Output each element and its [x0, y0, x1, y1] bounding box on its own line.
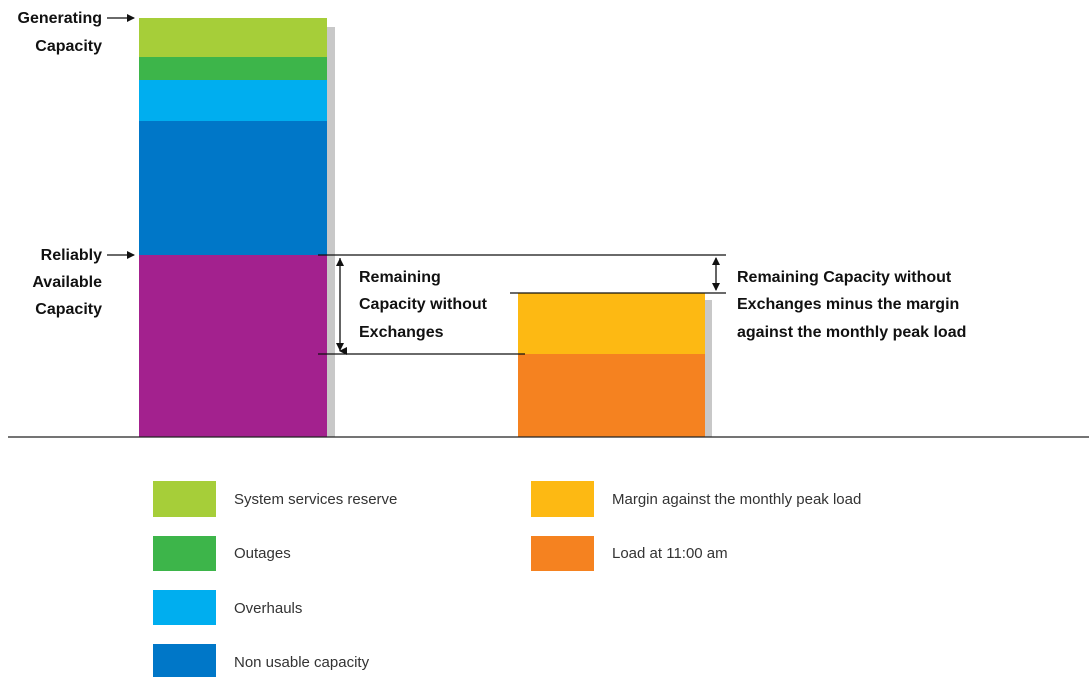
- segment-load: [518, 354, 705, 437]
- legend-item-margin: Margin against the monthly peak load: [531, 481, 861, 517]
- legend-label-outages: Outages: [234, 545, 291, 562]
- legend-swatch-overhauls: [153, 590, 216, 625]
- legend-item-load: Load at 11:00 am: [531, 536, 728, 571]
- segment-reliably-available-capacity: [139, 255, 327, 437]
- reliably-available-capacity-label: Reliably Available Capacity: [32, 247, 135, 318]
- legend-item-overhauls: Overhauls: [153, 590, 302, 625]
- legend-label-margin: Margin against the monthly peak load: [612, 491, 861, 508]
- legend-swatch-margin: [531, 481, 594, 517]
- segment-non-usable-capacity: [139, 121, 327, 255]
- segment-margin: [518, 293, 705, 354]
- legend-label-system-services-reserve: System services reserve: [234, 491, 397, 508]
- remaining-capacity-annotation: Remaining Capacity without Exchanges: [318, 254, 726, 355]
- remaining-capacity-arrow-down-icon: [336, 343, 344, 351]
- remaining-minus-margin-line-2: Exchanges minus the margin: [737, 296, 959, 313]
- remaining-minus-margin-arrow-down-icon: [712, 283, 720, 291]
- legend-swatch-load: [531, 536, 594, 571]
- legend-item-non-usable-capacity: Non usable capacity: [153, 644, 370, 677]
- legend-item-outages: Outages: [153, 536, 291, 571]
- capacity-bar: [139, 18, 335, 437]
- legend-item-system-services-reserve: System services reserve: [153, 481, 397, 517]
- reliably-available-line-3: Capacity: [35, 301, 102, 318]
- legend-label-non-usable-capacity: Non usable capacity: [234, 654, 370, 671]
- segment-overhauls: [139, 80, 327, 121]
- remaining-capacity-arrow-up-icon: [336, 258, 344, 266]
- remaining-minus-margin-line-3: against the monthly peak load: [737, 324, 966, 341]
- remaining-capacity-line-1: Remaining: [359, 269, 441, 286]
- legend-swatch-system-services-reserve: [153, 481, 216, 517]
- generating-capacity-line-1: Generating: [18, 10, 102, 27]
- segment-outages: [139, 57, 327, 80]
- remaining-capacity-line-3: Exchanges: [359, 324, 444, 341]
- remaining-minus-margin-annotation: Remaining Capacity without Exchanges min…: [510, 257, 966, 341]
- remaining-minus-margin-line-1: Remaining Capacity without: [737, 269, 952, 286]
- generating-capacity-label: Generating Capacity: [18, 10, 135, 55]
- legend-label-load: Load at 11:00 am: [612, 545, 728, 562]
- load-bar: [518, 293, 712, 437]
- remaining-capacity-line-2: Capacity without: [359, 296, 488, 313]
- legend: System services reserve Outages Overhaul…: [153, 481, 861, 677]
- remaining-minus-margin-arrow-up-icon: [712, 257, 720, 265]
- reliably-available-line-1: Reliably: [41, 247, 102, 264]
- reliably-available-line-2: Available: [32, 274, 102, 291]
- generating-capacity-line-2: Capacity: [35, 38, 102, 55]
- legend-swatch-outages: [153, 536, 216, 571]
- load-bar-shadow: [705, 300, 712, 437]
- legend-label-overhauls: Overhauls: [234, 600, 302, 617]
- legend-swatch-non-usable-capacity: [153, 644, 216, 677]
- segment-system-services-reserve: [139, 18, 327, 57]
- capacity-bar-shadow: [327, 27, 335, 437]
